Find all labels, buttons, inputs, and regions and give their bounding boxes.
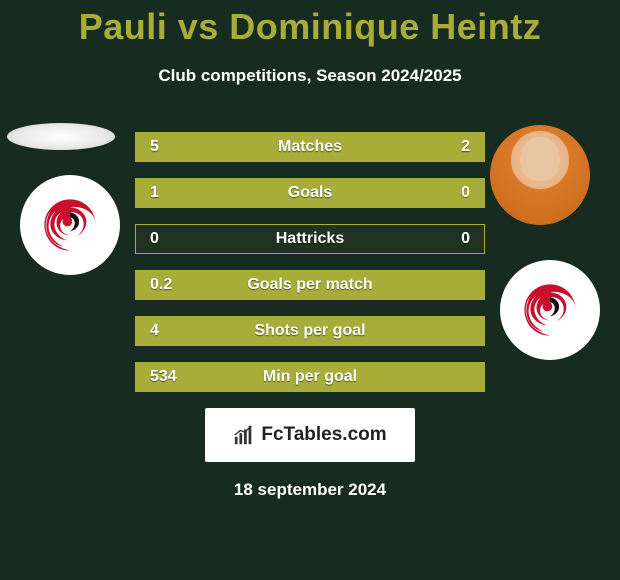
stat-row: 534Min per goal [135, 362, 485, 392]
stat-row: 4Shots per goal [135, 316, 485, 346]
stat-row: 0.2Goals per match [135, 270, 485, 300]
comparison-chart: 52Matches 10Goals 00Hattricks 0.2Goals per … [0, 132, 620, 392]
brand-chart-icon [233, 424, 255, 446]
stat-row: 00Hattricks [135, 224, 485, 254]
page-title: Pauli vs Dominique Heintz [0, 0, 620, 48]
brand-badge[interactable]: FcTables.com [205, 408, 415, 462]
stat-row: 52Matches [135, 132, 485, 162]
stat-label: Min per goal [136, 363, 484, 391]
stat-label: Goals [136, 179, 484, 207]
brand-text: FcTables.com [261, 424, 386, 446]
stat-label: Matches [136, 133, 484, 161]
stat-label: Goals per match [136, 271, 484, 299]
date-text: 18 september 2024 [0, 480, 620, 500]
stat-label: Hattricks [136, 225, 484, 253]
subtitle: Club competitions, Season 2024/2025 [0, 66, 620, 86]
stat-row: 10Goals [135, 178, 485, 208]
stat-label: Shots per goal [136, 317, 484, 345]
